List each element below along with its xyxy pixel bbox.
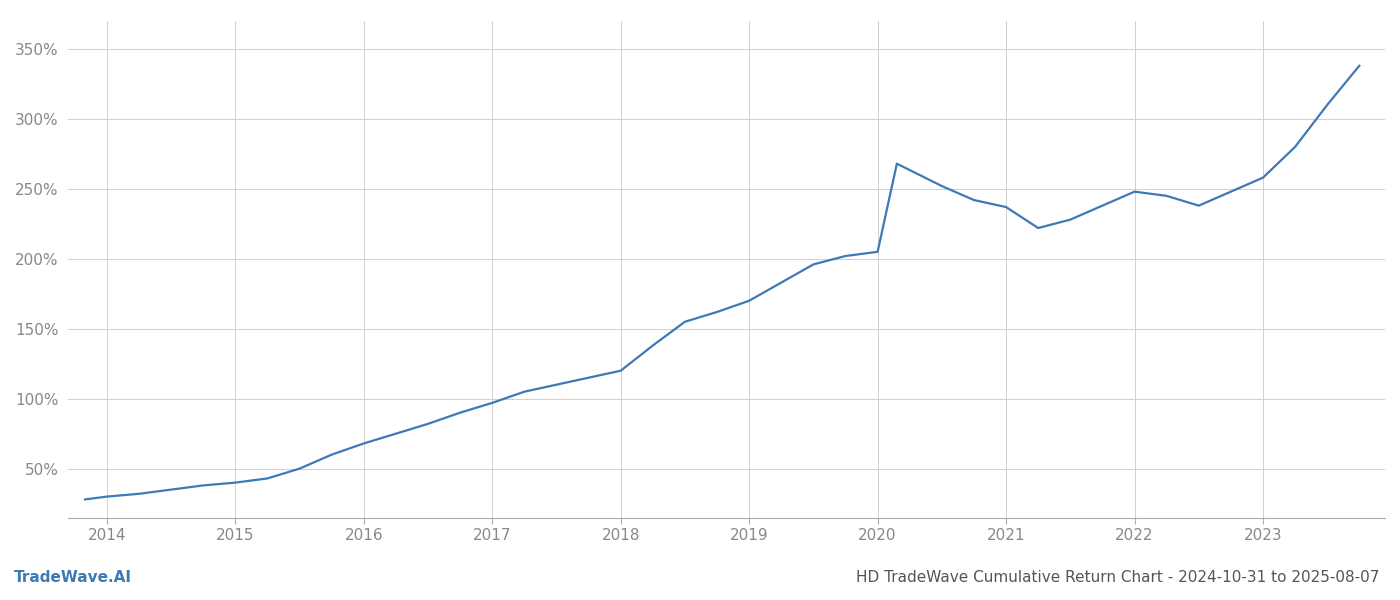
Text: HD TradeWave Cumulative Return Chart - 2024-10-31 to 2025-08-07: HD TradeWave Cumulative Return Chart - 2…	[855, 570, 1379, 585]
Text: TradeWave.AI: TradeWave.AI	[14, 570, 132, 585]
